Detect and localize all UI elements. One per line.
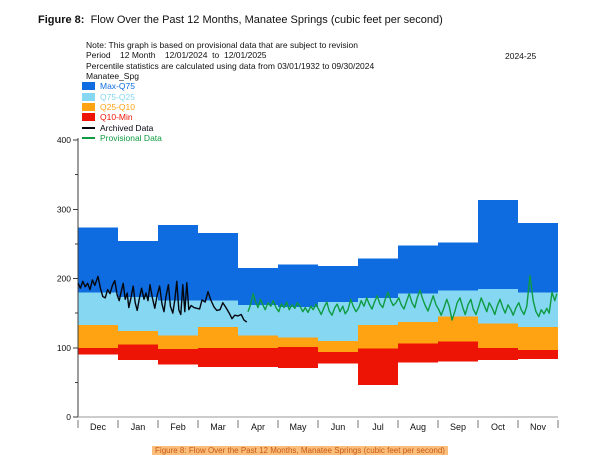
- x-tick-label-jul: Jul: [372, 422, 384, 432]
- band-max-q75-jul: [358, 258, 398, 298]
- band-max-q75-apr: [238, 268, 278, 305]
- band-max-q75-nov: [518, 223, 558, 293]
- legend-label: Q25-Q10: [100, 101, 135, 112]
- band-q10-min-feb: [158, 349, 198, 365]
- water-year-label: 2024-25: [505, 51, 537, 61]
- band-q10-min-mar: [198, 347, 238, 368]
- band-q10-min-oct: [478, 347, 518, 361]
- legend-item-q10-min: Q10-Min: [82, 112, 162, 122]
- band-max-q75-dec: [78, 227, 118, 293]
- x-tick-label-mar: Mar: [210, 422, 226, 432]
- note-percentile: Percentile statistics are calculated usi…: [86, 60, 375, 71]
- legend-item-q25-q10: Q25-Q10: [82, 102, 162, 112]
- legend-label: Provisional Data: [100, 133, 162, 144]
- band-q10-min-jan: [118, 344, 158, 361]
- band-max-q75-may: [278, 264, 318, 307]
- legend-swatch-icon: [82, 113, 95, 122]
- figure-title-text: Flow Over the Past 12 Months, Manatee Sp…: [90, 14, 443, 26]
- provisional-data-line: [247, 274, 558, 321]
- legend-item-provisional-data: Provisional Data: [82, 133, 162, 143]
- y-tick-label: 100: [57, 343, 71, 353]
- legend-item-q75-q25: Q75-Q25: [82, 91, 162, 102]
- note-provisional: Note: This graph is based on provisional…: [86, 40, 358, 50]
- band-q75-q25-jun: [318, 302, 358, 341]
- figure-label: Figure 8:: [38, 14, 85, 26]
- band-q10-min-dec: [78, 347, 118, 355]
- archived-data-line: [77, 275, 248, 323]
- x-tick-label-sep: Sep: [450, 422, 466, 432]
- y-tick-label: 300: [57, 204, 71, 214]
- x-tick-label-dec: Dec: [90, 422, 107, 432]
- band-q25-q10-apr: [238, 335, 278, 348]
- legend-swatch-icon: [82, 102, 95, 111]
- band-max-q75-mar: [198, 232, 238, 301]
- legend-swatch-icon: [82, 92, 95, 101]
- band-q25-q10-sep: [438, 316, 478, 342]
- band-q25-q10-aug: [398, 322, 438, 344]
- x-tick-label-nov: Nov: [530, 422, 547, 432]
- figure-title: Figure 8: Flow Over the Past 12 Months, …: [38, 14, 443, 26]
- band-q25-q10-may: [278, 337, 318, 348]
- band-q10-min-jun: [318, 351, 358, 364]
- band-max-q75-jun: [318, 266, 358, 303]
- band-q10-min-jul: [358, 348, 398, 386]
- x-tick-label-oct: Oct: [491, 422, 506, 432]
- band-q25-q10-mar: [198, 326, 238, 348]
- band-q25-q10-jun: [318, 340, 358, 352]
- band-q10-min-sep: [438, 341, 478, 362]
- footer-caption: Figure 8: Flow Over the Past 12 Months, …: [0, 440, 600, 464]
- x-tick-label-feb: Feb: [170, 422, 186, 432]
- band-max-q75-jan: [118, 241, 158, 298]
- footer-caption-line1: Figure 8: Flow Over the Past 12 Months, …: [152, 446, 448, 456]
- note-period: Period 12 Month 12/01/2024 to 12/01/2025: [86, 50, 267, 61]
- legend-swatch-icon: [82, 82, 95, 91]
- y-tick-label: 200: [57, 274, 71, 284]
- station-name: Manatee_Spg: [86, 71, 139, 82]
- band-q10-min-may: [278, 347, 318, 368]
- chart-notes: Note: This graph is based on provisional…: [86, 40, 374, 82]
- band-q10-min-apr: [238, 347, 278, 368]
- legend-label: Max-Q75: [100, 81, 135, 92]
- band-q25-q10-jul: [358, 324, 398, 349]
- band-q75-q25-mar: [198, 300, 238, 327]
- y-tick-label: 0: [66, 412, 71, 422]
- band-q25-q10-nov: [518, 326, 558, 350]
- x-tick-label-jan: Jan: [131, 422, 146, 432]
- flow-percentile-chart: 0 100 200 300 400 Dec Jan Feb Mar Apr May Jun Jul Aug…: [57, 135, 559, 432]
- legend-line-icon: [82, 126, 95, 129]
- legend-item-max-q75: Max-Q75: [82, 81, 162, 91]
- y-tick-label: 400: [57, 135, 71, 145]
- band-max-q75-aug: [398, 245, 438, 294]
- legend-label: Archived Data: [100, 122, 154, 133]
- band-max-q75-sep: [438, 242, 478, 291]
- band-q25-q10-dec: [78, 324, 118, 348]
- x-tick-label-jun: Jun: [331, 422, 346, 432]
- x-tick-label-apr: Apr: [251, 422, 265, 432]
- band-q25-q10-jan: [118, 331, 158, 345]
- band-max-q75-oct: [478, 200, 518, 289]
- band-q10-min-nov: [518, 349, 558, 359]
- x-tick-label-may: May: [289, 422, 307, 432]
- legend-line-icon: [82, 137, 95, 140]
- band-q75-q25-dec: [78, 292, 118, 325]
- band-max-q75-feb: [158, 225, 198, 301]
- x-tick-label-aug: Aug: [410, 422, 426, 432]
- band-q10-min-aug: [398, 343, 438, 363]
- band-q75-q25-may: [278, 306, 318, 338]
- legend-item-archived-data: Archived Data: [82, 123, 162, 133]
- band-q25-q10-feb: [158, 335, 198, 350]
- legend-label: Q75-Q25: [100, 91, 135, 102]
- band-q25-q10-oct: [478, 323, 518, 348]
- chart-legend: Max-Q75 Q75-Q25 Q25-Q10 Q10-Min Archived Dat…: [82, 81, 162, 143]
- legend-label: Q10-Min: [100, 112, 133, 123]
